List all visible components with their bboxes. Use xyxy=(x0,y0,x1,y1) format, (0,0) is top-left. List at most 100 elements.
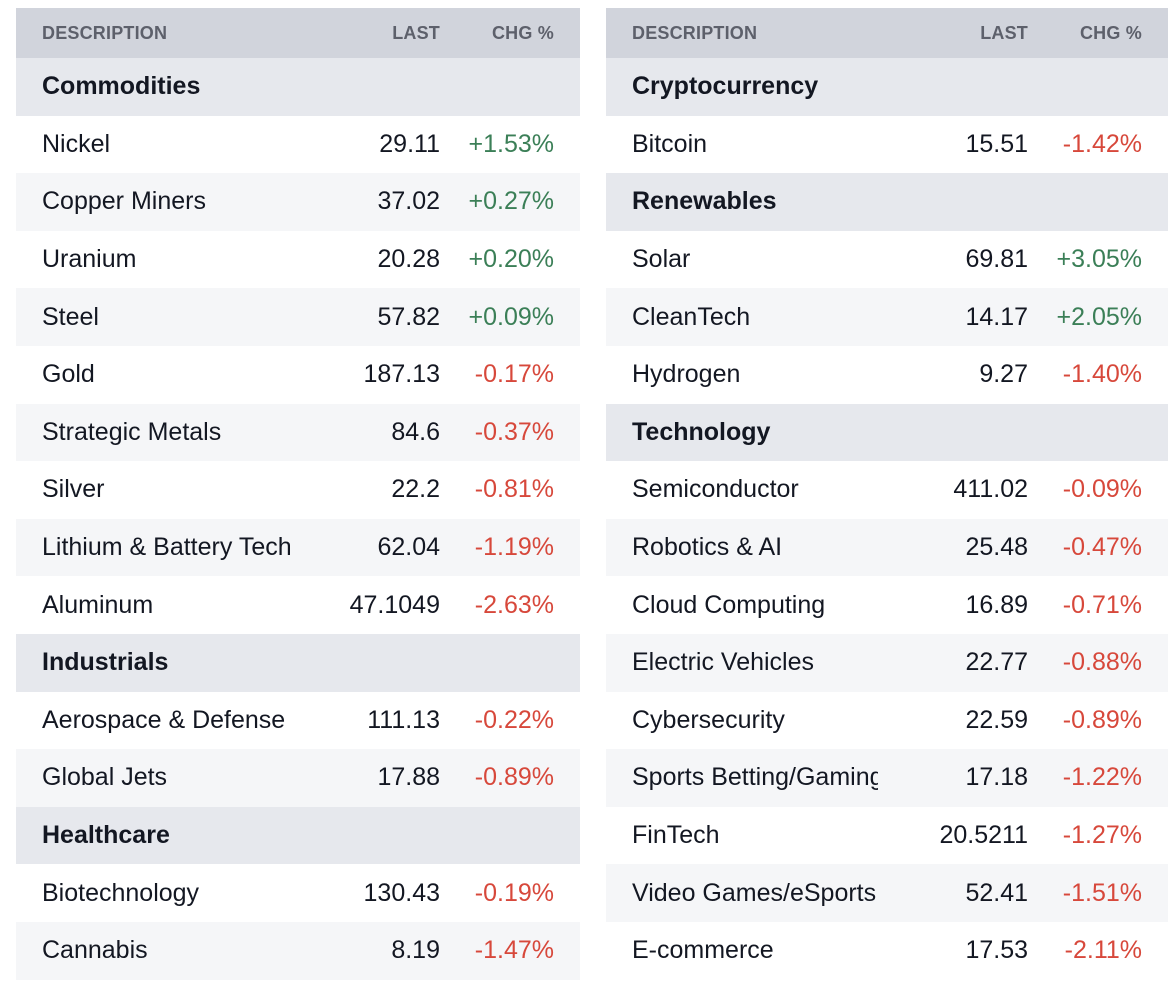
table-row[interactable]: Hydrogen 9.27 -1.40% xyxy=(606,345,1168,404)
row-description[interactable]: Aerospace & Defense xyxy=(42,705,286,734)
table-row[interactable]: Electric Vehicles 22.77 -0.88% xyxy=(606,633,1168,692)
table-row[interactable]: Global Jets 17.88 -0.89% xyxy=(16,749,580,807)
left-table-body: Commodities Nickel 29.11 +1.53% Copper Miner… xyxy=(16,58,580,980)
row-change-percent: -2.11% xyxy=(1064,936,1142,965)
left-market-table: DESCRIPTION LAST CHG % Commodities Nickel… xyxy=(16,8,580,980)
table-row[interactable]: Copper Miners 37.02 +0.27% xyxy=(16,173,580,231)
table-row[interactable]: Biotechnology 130.43 -0.19% xyxy=(16,864,580,922)
row-description[interactable]: Steel xyxy=(42,302,99,331)
table-row[interactable]: FinTech 20.5211 -1.27% xyxy=(606,806,1168,865)
category-row: Industrials xyxy=(16,633,580,692)
row-last-value: 8.19 xyxy=(391,936,440,965)
category-row: Renewables xyxy=(606,173,1168,231)
category-label: Healthcare xyxy=(42,821,170,850)
table-row[interactable]: Robotics & AI 25.48 -0.47% xyxy=(606,518,1168,577)
row-last-value: 9.27 xyxy=(979,360,1028,389)
row-description[interactable]: Semiconductor xyxy=(632,475,799,504)
table-row[interactable]: E-commerce 17.53 -2.11% xyxy=(606,921,1168,980)
row-last-value: 17.53 xyxy=(965,936,1028,965)
row-description[interactable]: Strategic Metals xyxy=(42,417,222,446)
row-description[interactable]: Cannabis xyxy=(42,936,148,965)
row-description[interactable]: Gold xyxy=(42,360,95,389)
row-change-percent: +1.53% xyxy=(468,129,555,158)
row-description[interactable]: Cloud Computing xyxy=(632,590,826,619)
table-row[interactable]: Nickel 29.11 +1.53% xyxy=(16,115,580,174)
row-description[interactable]: Bitcoin xyxy=(632,129,708,158)
table-row[interactable]: Solar 69.81 +3.05% xyxy=(606,230,1168,289)
table-row[interactable]: Steel 57.82 +0.09% xyxy=(16,288,580,346)
table-row[interactable]: CleanTech 14.17 +2.05% xyxy=(606,288,1168,346)
row-last-value: 47.1049 xyxy=(349,590,440,619)
category-row: Cryptocurrency xyxy=(606,58,1168,116)
header-last[interactable]: LAST xyxy=(392,22,440,43)
row-description[interactable]: E-commerce xyxy=(632,936,774,965)
row-description[interactable]: Nickel xyxy=(42,129,111,158)
row-description[interactable]: Global Jets xyxy=(42,763,168,792)
row-last-value: 25.48 xyxy=(965,533,1028,562)
header-chg[interactable]: CHG % xyxy=(491,22,554,43)
row-last-value: 22.2 xyxy=(391,475,440,504)
table-row[interactable]: Silver 22.2 -0.81% xyxy=(16,461,580,519)
row-change-percent: -1.42% xyxy=(1062,129,1142,158)
row-last-value: 62.04 xyxy=(377,533,440,562)
row-description[interactable]: CleanTech xyxy=(632,302,751,331)
table-row[interactable]: Cloud Computing 16.89 -0.71% xyxy=(606,576,1168,634)
header-last[interactable]: LAST xyxy=(980,22,1028,43)
row-change-percent: +0.20% xyxy=(468,245,555,274)
row-change-percent: -2.63% xyxy=(474,590,554,619)
row-description[interactable]: Copper Miners xyxy=(42,187,206,216)
row-description[interactable]: Silver xyxy=(42,475,105,504)
table-row[interactable]: Uranium 20.28 +0.20% xyxy=(16,230,580,289)
table-row[interactable]: Video Games/eSports 52.41 -1.51% xyxy=(606,864,1168,922)
header-description[interactable]: DESCRIPTION xyxy=(42,22,168,43)
row-description[interactable]: Uranium xyxy=(42,245,137,274)
table-row[interactable]: Cybersecurity 22.59 -0.89% xyxy=(606,691,1168,750)
table-row[interactable]: Strategic Metals 84.6 -0.37% xyxy=(16,403,580,462)
row-change-percent: +2.05% xyxy=(1056,302,1143,331)
row-change-percent: -1.19% xyxy=(474,533,554,562)
row-description[interactable]: Sports Betting/Gaming xyxy=(632,763,878,792)
table-row[interactable]: Gold 187.13 -0.17% xyxy=(16,345,580,404)
row-description[interactable]: Electric Vehicles xyxy=(632,648,815,677)
category-label: Industrials xyxy=(42,648,169,677)
table-row[interactable]: Cannabis 8.19 -1.47% xyxy=(16,921,580,980)
table-row[interactable]: Semiconductor 411.02 -0.09% xyxy=(606,461,1168,519)
row-description[interactable]: FinTech xyxy=(632,821,720,850)
row-last-value: 17.18 xyxy=(965,763,1028,792)
table-row[interactable]: Aluminum 47.1049 -2.63% xyxy=(16,576,580,634)
table-row[interactable]: Sports Betting/Gaming 17.18 -1.22% xyxy=(606,749,1168,807)
table-row[interactable]: Bitcoin 15.51 -1.42% xyxy=(606,115,1168,174)
row-last-value: 69.81 xyxy=(965,245,1028,274)
row-last-value: 16.89 xyxy=(965,590,1028,619)
table-row[interactable]: Aerospace & Defense 111.13 -0.22% xyxy=(16,691,580,750)
row-description[interactable]: Video Games/eSports xyxy=(632,878,877,907)
row-change-percent: -1.27% xyxy=(1062,821,1142,850)
row-change-percent: -0.19% xyxy=(474,878,554,907)
row-description[interactable]: Biotechnology xyxy=(42,878,200,907)
row-description[interactable]: Lithium & Battery Tech xyxy=(42,533,290,562)
category-row: Commodities xyxy=(16,58,580,116)
row-description[interactable]: Aluminum xyxy=(42,590,154,619)
header-chg[interactable]: CHG % xyxy=(1079,22,1142,43)
row-description[interactable]: Hydrogen xyxy=(632,360,741,389)
category-label: Commodities xyxy=(42,72,201,101)
row-description[interactable]: Solar xyxy=(632,245,691,274)
table-row[interactable]: Lithium & Battery Tech 62.04 -1.19% xyxy=(16,518,580,577)
category-label: Renewables xyxy=(632,187,777,216)
row-change-percent: -0.37% xyxy=(474,417,554,446)
row-last-value: 130.43 xyxy=(363,878,440,907)
row-description[interactable]: Robotics & AI xyxy=(632,533,783,562)
right-table-body: Cryptocurrency Bitcoin 15.51 -1.42% Renewabl… xyxy=(606,58,1168,980)
row-last-value: 111.13 xyxy=(367,705,440,734)
header-description[interactable]: DESCRIPTION xyxy=(632,22,758,43)
row-last-value: 17.88 xyxy=(377,763,440,792)
right-market-table: DESCRIPTION LAST CHG % Cryptocurrency Bit… xyxy=(606,8,1168,980)
row-change-percent: +0.27% xyxy=(468,187,555,216)
category-row: Healthcare xyxy=(16,806,580,865)
row-change-percent: -0.47% xyxy=(1062,533,1142,562)
row-last-value: 84.6 xyxy=(391,417,440,446)
row-description[interactable]: Cybersecurity xyxy=(632,705,785,734)
row-last-value: 22.59 xyxy=(965,705,1028,734)
category-label: Technology xyxy=(632,417,771,446)
row-change-percent: +0.09% xyxy=(468,302,555,331)
